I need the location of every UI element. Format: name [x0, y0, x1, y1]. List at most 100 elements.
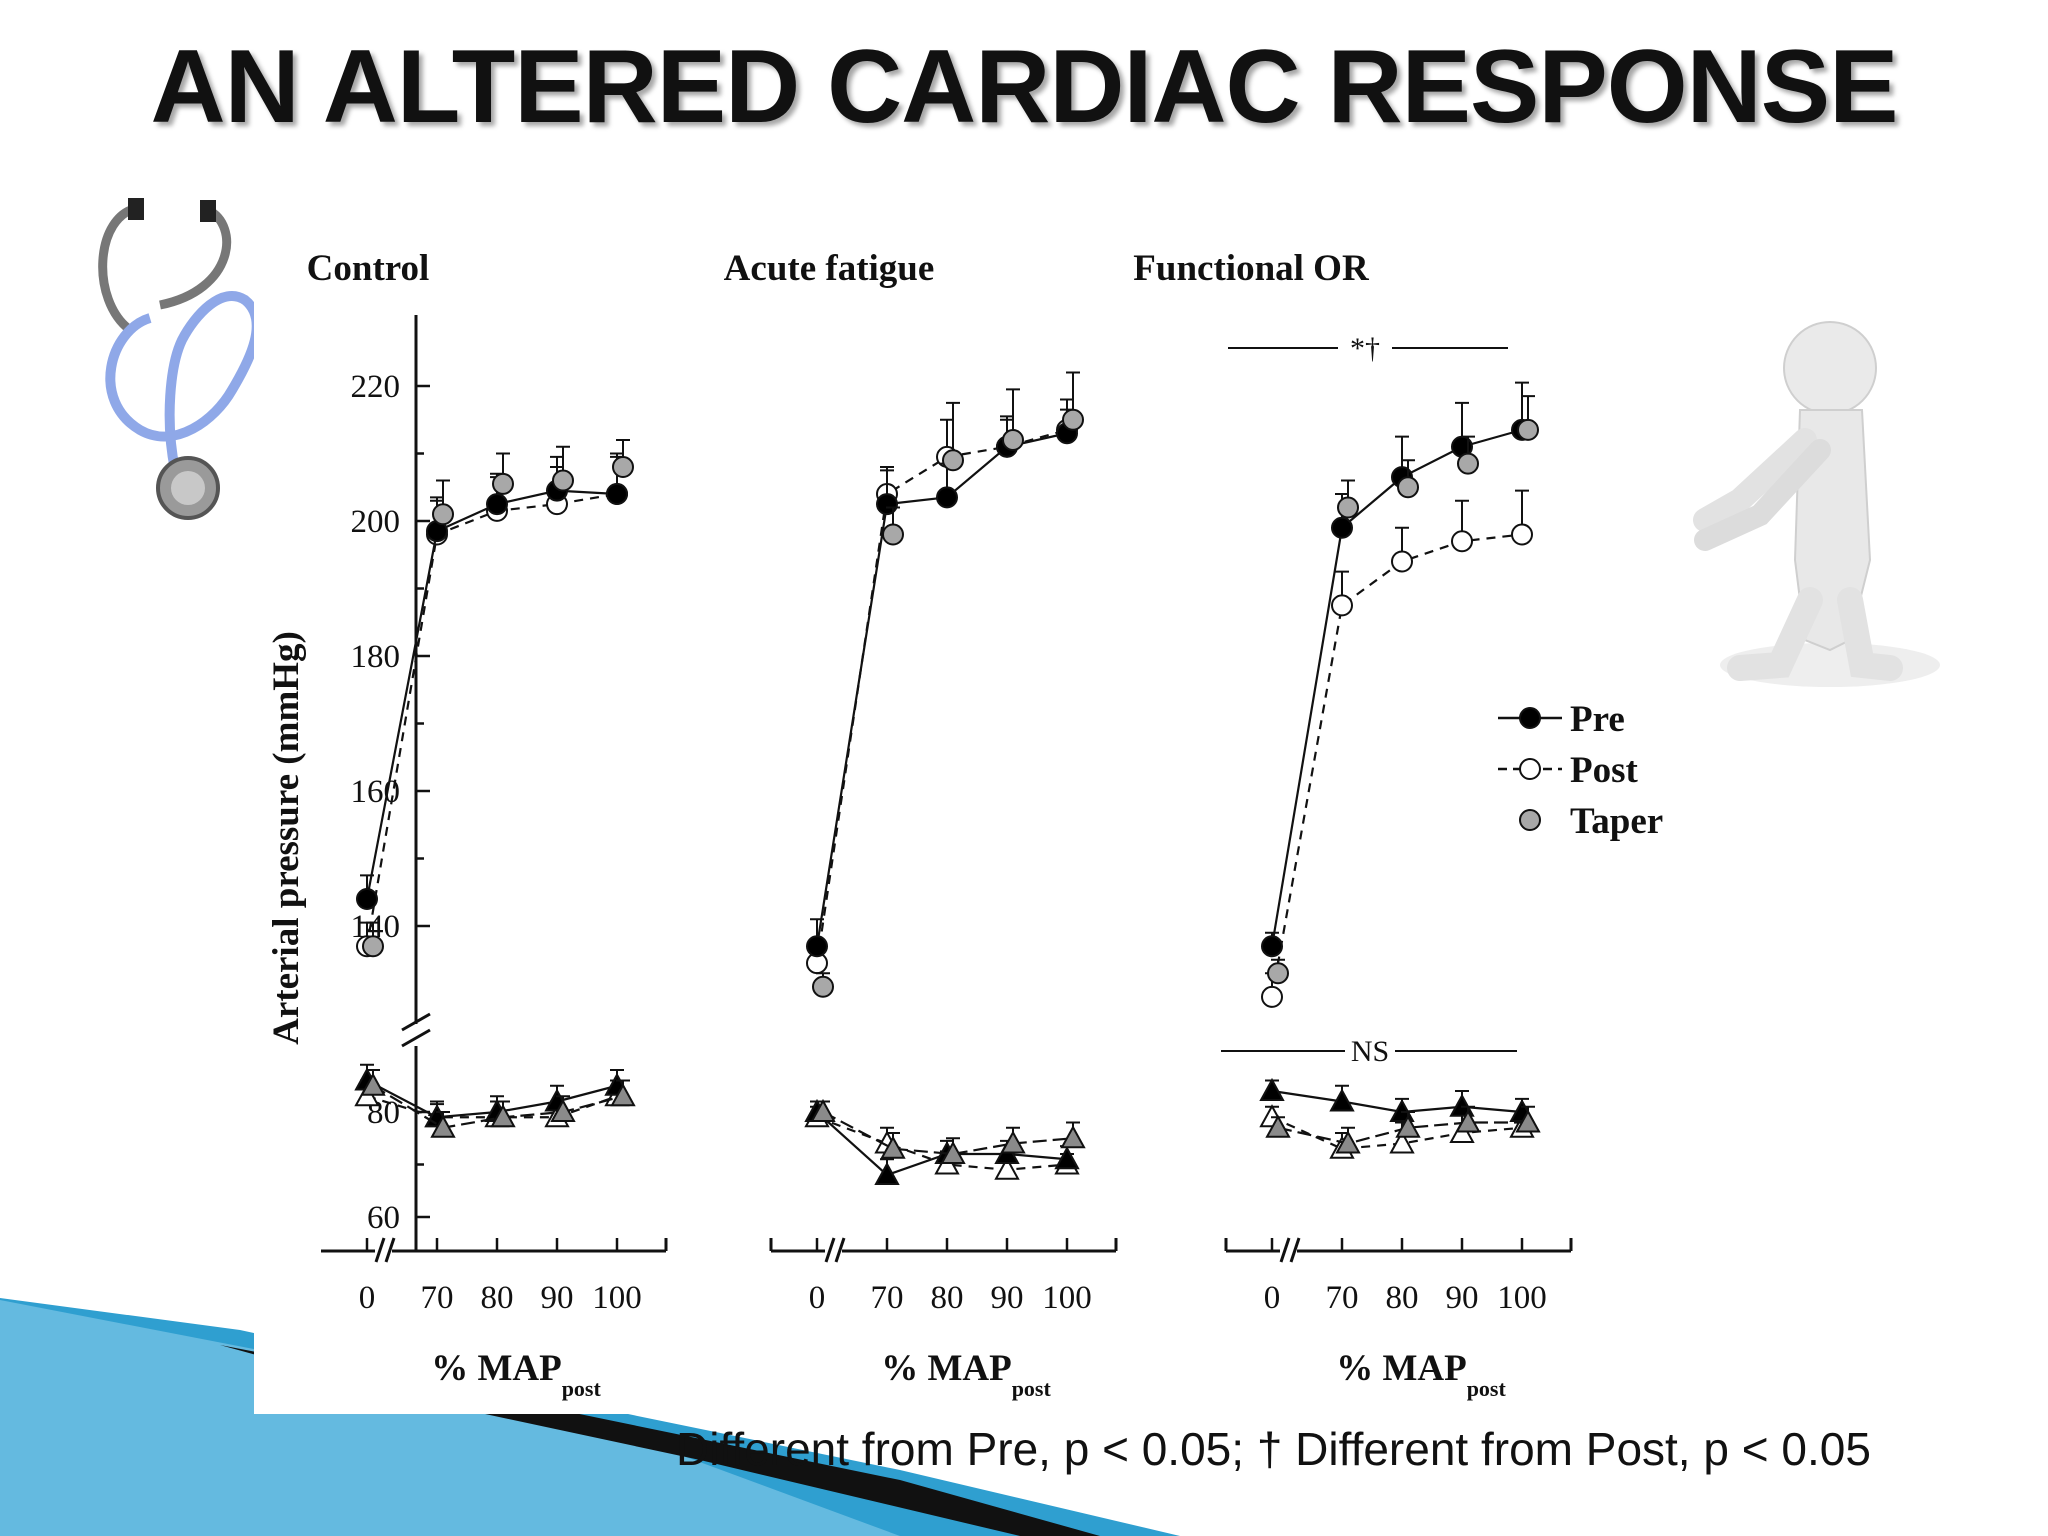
x-axis-break-2 [834, 1237, 846, 1263]
x-tick-label: 80 [481, 1280, 514, 1316]
y-tick-label: 160 [351, 774, 401, 810]
data-point-taper [1517, 418, 1539, 441]
data-point-taper-triangle [810, 1098, 836, 1122]
x-tick-label: 70 [1326, 1280, 1359, 1316]
accent-swoosh-light [0, 1300, 900, 1536]
data-point-post [1391, 550, 1413, 573]
stethoscope-icon [98, 198, 262, 520]
x-tick-label: 100 [1042, 1280, 1092, 1316]
legend: Pre Post Taper [1498, 699, 1663, 842]
chart-panel-3: 0 70 80 90 100 % MAPpost Functional OR *† NS [1133, 248, 1573, 1401]
x-axis-title-subscript: post [1467, 1376, 1507, 1401]
x-axis-title: % MAPpost [431, 1348, 601, 1401]
data-point-pre [606, 483, 628, 505]
y-axis-break-2 [401, 1028, 431, 1048]
data-point-pre [936, 486, 958, 509]
data-point-taper-triangle [1455, 1109, 1481, 1133]
data-point-taper [1002, 429, 1024, 451]
data-point-taper [1062, 408, 1084, 431]
data-point-taper-triangle [1335, 1130, 1361, 1154]
data-point-pre [356, 888, 378, 910]
data-point-post [1331, 594, 1353, 617]
data-point-pre-triangle [874, 1161, 900, 1185]
data-point-pre-triangle [1259, 1077, 1285, 1101]
x-axis-break-1 [1279, 1237, 1291, 1263]
x-axis-title-main: % MAP [881, 1348, 1012, 1389]
data-point-pre-triangle [1329, 1088, 1355, 1112]
data-point-pre [1261, 935, 1283, 958]
series-line-pre-upper [365, 489, 618, 900]
legend-marker-post [1519, 758, 1541, 780]
y-tick-label: 200 [351, 504, 401, 540]
data-point-taper [1337, 496, 1359, 519]
y-axis-title: Arterial pressure (mmHg) [266, 631, 307, 1045]
data-point-pre [486, 493, 508, 516]
data-point-taper [362, 935, 384, 958]
data-point-pre [1331, 516, 1353, 539]
data-point-taper [882, 523, 904, 546]
data-point-taper [432, 503, 454, 526]
data-point-pre [806, 935, 828, 958]
x-tick-label: 0 [809, 1280, 826, 1316]
x-tick-label: 90 [1446, 1280, 1479, 1316]
x-tick-label: 70 [421, 1280, 454, 1316]
data-point-taper-triangle [360, 1072, 386, 1096]
data-point-taper-triangle [880, 1135, 906, 1159]
series-line-pre-upper [815, 432, 1068, 947]
data-point-taper [812, 975, 834, 998]
significance-marker: *† [1350, 332, 1380, 365]
x-tick-label: 70 [871, 1280, 904, 1316]
y-axis-break-1 [401, 1012, 431, 1032]
series-line-post-lower [816, 1116, 1068, 1171]
legend-label-pre: Pre [1570, 699, 1625, 740]
x-axis-title-subscript: post [562, 1376, 602, 1401]
data-point-post [1451, 530, 1473, 553]
data-point-taper-triangle [1000, 1130, 1026, 1154]
x-tick-label: 80 [931, 1280, 964, 1316]
data-point-taper-triangle [490, 1104, 516, 1128]
data-point-post [1261, 985, 1283, 1008]
x-axis-break-2 [384, 1237, 396, 1263]
x-tick-label: 90 [541, 1280, 574, 1316]
x-tick-label: 0 [359, 1280, 376, 1316]
data-point-taper [492, 472, 514, 495]
data-point-post-triangle [994, 1156, 1020, 1180]
data-point-post [1511, 523, 1533, 546]
data-point-taper-triangle [1060, 1125, 1086, 1149]
chart-panel-1: 0 70 80 90 100 % MAPpost Control [307, 248, 668, 1401]
panel-title: Control [307, 248, 430, 289]
data-point-post-triangle [1389, 1130, 1415, 1154]
series-line-post-upper [1270, 533, 1523, 998]
x-axis-title-main: % MAP [431, 1348, 562, 1389]
data-point-taper [1457, 452, 1479, 475]
chart-panel-2: 0 70 80 90 100 % MAPpost Acute fatigue [724, 248, 1118, 1401]
data-point-pre-triangle [1054, 1146, 1080, 1170]
slide-title: AN ALTERED CARDIAC RESPONSE [150, 29, 1899, 145]
x-tick-label: 100 [592, 1280, 642, 1316]
ns-label: NS [1351, 1035, 1389, 1068]
data-point-taper-triangle [940, 1140, 966, 1164]
legend-marker-taper [1519, 809, 1541, 831]
pointing-figure-icon [1693, 321, 1940, 687]
x-tick-label: 0 [1264, 1280, 1281, 1316]
y-tick-label: 60 [367, 1200, 400, 1236]
legend-label-taper: Taper [1570, 801, 1663, 842]
y-tick-label: 220 [351, 369, 401, 405]
data-point-taper-triangle [610, 1083, 636, 1107]
x-axis-break-2 [1289, 1237, 1301, 1263]
data-point-taper [1397, 476, 1419, 499]
y-tick-label: 180 [351, 639, 401, 675]
series-line-pre-upper [1270, 428, 1523, 947]
series-line-post-upper [815, 428, 1068, 964]
x-tick-label: 100 [1497, 1280, 1547, 1316]
x-axis-title-subscript: post [1012, 1376, 1052, 1401]
series-line-taper-lower [822, 1111, 1074, 1156]
x-tick-label: 90 [991, 1280, 1024, 1316]
data-point-taper [942, 449, 964, 472]
legend-marker-pre [1519, 707, 1541, 729]
x-axis-break-1 [824, 1237, 836, 1263]
x-axis-title-main: % MAP [1336, 1348, 1467, 1389]
data-point-taper-triangle [1515, 1109, 1541, 1133]
data-point-taper [612, 456, 634, 478]
